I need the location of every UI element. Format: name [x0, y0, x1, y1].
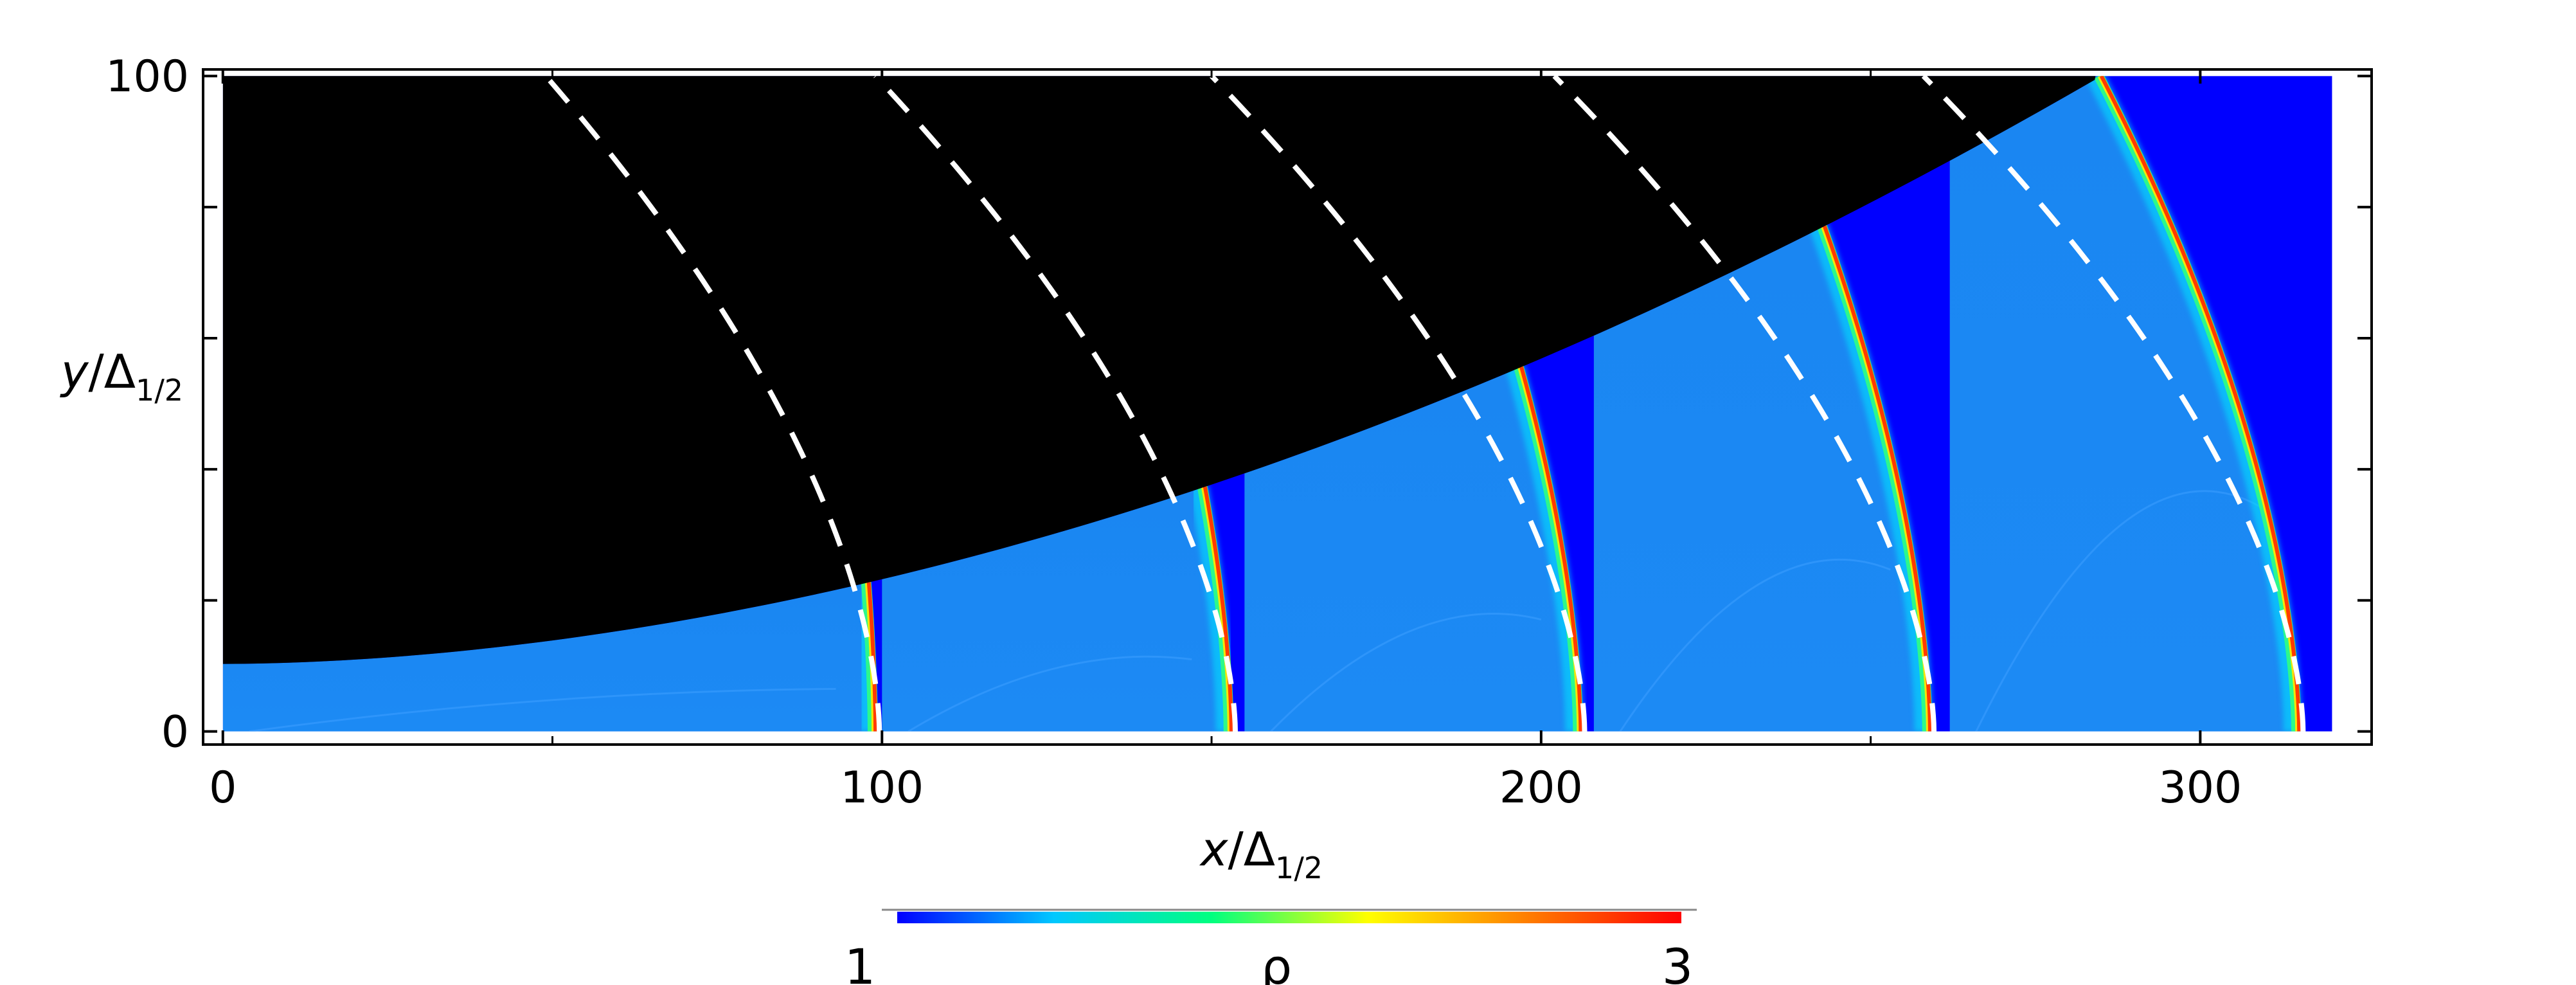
panel-structure-line-1	[249, 688, 836, 732]
x-axis-sub: 1/2	[1275, 851, 1323, 885]
colorbar-gradient	[897, 912, 1681, 923]
x-tick-labels: 0 100 200 300	[209, 763, 2242, 813]
colorbar-title: ρ	[1261, 938, 1292, 985]
y-axis-label: y/Δ1/2	[60, 345, 183, 408]
y-axis-var: y	[60, 345, 89, 399]
panel-structure-line-2	[908, 655, 1192, 732]
density-field	[222, 76, 2332, 732]
y-tick-label: 0	[161, 707, 189, 758]
dashed-guide-2	[873, 74, 1238, 732]
y-tick-label: 100	[105, 51, 189, 102]
x-tick-label: 200	[1499, 763, 1583, 813]
colorbar: 1 ρ 3	[845, 908, 1697, 985]
dashed-guide-5	[1921, 74, 2306, 732]
axis-ticks	[203, 69, 2372, 745]
panel-structure-line-5	[1975, 490, 2260, 732]
x-axis-label: x/Δ1/2	[1199, 822, 1323, 885]
panel-structure-line-3	[1270, 613, 1542, 732]
snapshot-panel-1	[222, 582, 876, 732]
plot-frame	[202, 68, 2373, 746]
snapshot-panels	[222, 76, 2300, 732]
panel-structure-line-4	[1619, 558, 1891, 732]
x-tick-label: 0	[209, 763, 237, 813]
x-axis-sep: /Δ	[1228, 822, 1276, 876]
shock-band-2-4	[1203, 486, 1233, 732]
colorbar-max-label: 3	[1662, 938, 1693, 985]
y-axis-sub: 1/2	[136, 373, 183, 408]
dashed-guide-3	[1210, 74, 1588, 732]
dashed-guide-1	[544, 74, 882, 732]
colorbar-min-label: 1	[845, 938, 875, 985]
snapshot-panel-2	[882, 487, 1231, 732]
y-axis-sep: /Δ	[89, 345, 136, 399]
y-tick-labels: 0 100	[105, 51, 189, 757]
x-axis-var: x	[1199, 822, 1229, 876]
dashed-guide-4	[1552, 74, 1937, 732]
snapshot-panel-5	[1949, 76, 2300, 732]
shock-band-5-4	[2099, 76, 2302, 732]
shock-band-4-4	[1822, 225, 1932, 732]
dashed-guide-curves	[544, 74, 2306, 732]
shock-fronts	[853, 76, 2303, 732]
snapshot-panel-4	[1593, 226, 1930, 732]
x-tick-label: 100	[840, 763, 924, 813]
obstacle-region	[222, 76, 2096, 664]
x-tick-label: 300	[2158, 763, 2242, 813]
snapshot-panel-3	[1244, 366, 1581, 732]
